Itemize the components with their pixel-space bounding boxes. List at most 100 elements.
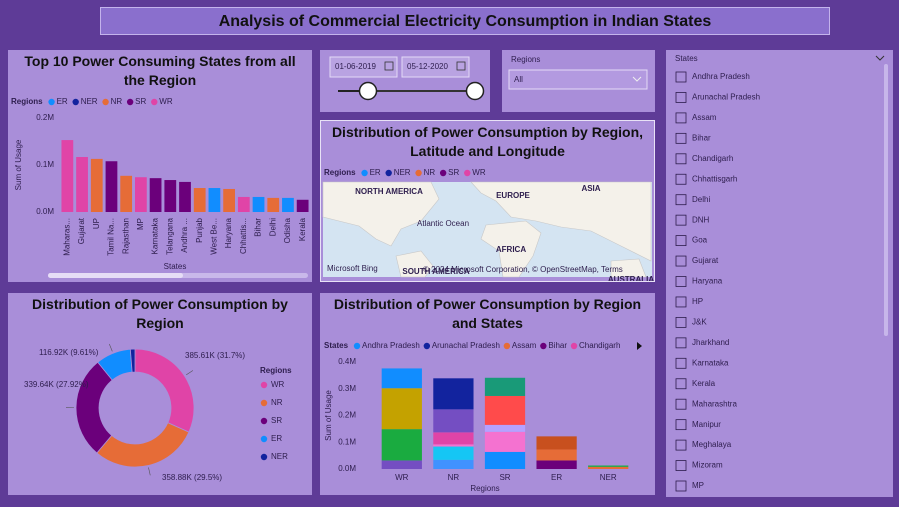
stacked-panel: Distribution of Power Consumption by Reg… (320, 293, 655, 495)
checkbox[interactable] (675, 419, 687, 431)
bar-segment (433, 432, 474, 445)
map-label: AUSTRALIA (608, 275, 654, 282)
slider-handle[interactable] (358, 81, 378, 101)
bar (237, 196, 250, 212)
x-axis-label: Regions (470, 484, 499, 493)
x-tick-label: West Be... (210, 218, 219, 255)
map-label: ASIA (581, 184, 600, 193)
map-land (395, 250, 434, 278)
legend-label: Bihar (548, 341, 567, 350)
checkbox[interactable] (675, 92, 687, 103)
state-option: Assam (692, 113, 717, 122)
legend-dot (439, 169, 447, 177)
bar-segment (484, 431, 526, 452)
bar-segment (484, 451, 526, 469)
x-tick-label: UP (92, 218, 101, 229)
checkbox[interactable] (675, 337, 687, 349)
legend-label: Arunachal Pradesh (432, 341, 500, 350)
checkbox[interactable] (675, 398, 687, 410)
state-option: MP (692, 481, 704, 490)
scrollbar[interactable] (884, 64, 888, 336)
scrollbar-thumb[interactable] (48, 273, 183, 278)
map-label: SOUTH AMERICA (402, 267, 469, 276)
map-label: Atlantic Ocean (417, 219, 469, 228)
bar (120, 175, 133, 212)
checkbox[interactable] (675, 132, 687, 144)
checkbox[interactable] (675, 235, 687, 247)
state-option: Delhi (692, 195, 710, 204)
bar (208, 188, 221, 212)
bar (90, 158, 103, 212)
bar-segment (536, 436, 577, 450)
legend-next[interactable] (637, 342, 642, 350)
state-option: Andhra Pradesh (692, 72, 750, 81)
date-input[interactable] (401, 56, 470, 78)
bar-segment (484, 424, 526, 432)
checkbox[interactable] (675, 460, 687, 471)
legend-dot (361, 169, 368, 177)
legend-title: Regions (324, 168, 356, 177)
x-tick-label: MP (136, 218, 145, 230)
map: Regions ER NER NR SR WR NORTH AMERICA EUROPE ASI… (322, 168, 654, 282)
x-tick-label: Maharas... (62, 218, 71, 256)
legend-label: SR (135, 97, 146, 106)
legend-label: NER (394, 168, 411, 177)
state-option: J&K (692, 318, 707, 327)
checkbox[interactable] (675, 112, 687, 124)
legend-dot (570, 342, 578, 350)
bar-segment (588, 465, 629, 467)
map-label: AFRICA (496, 245, 526, 254)
donut-slice (134, 348, 195, 433)
bar (296, 199, 309, 212)
checkbox[interactable] (675, 378, 687, 390)
state-option: Karnataka (692, 358, 729, 367)
dropdown[interactable] (508, 69, 648, 90)
checkbox[interactable] (675, 439, 687, 451)
x-tick-label: Kerala (298, 217, 307, 241)
checkbox[interactable] (675, 255, 687, 267)
checkbox[interactable] (675, 296, 687, 308)
legend-label: Andhra Pradesh (362, 341, 420, 350)
date-slicer[interactable]: 01-06-2019 05-12-2020 (320, 50, 490, 112)
legend-dot (385, 169, 392, 177)
bar (76, 157, 88, 212)
state-option: Kerala (692, 379, 716, 388)
bar (135, 177, 147, 212)
slicer-label: Regions (511, 55, 540, 64)
checkbox[interactable] (675, 276, 687, 287)
state-option: Manipur (692, 420, 721, 429)
x-axis-label: States (164, 262, 187, 271)
bar (164, 180, 177, 212)
legend-dot (260, 381, 268, 389)
bar-segment (536, 449, 577, 461)
bar-segment (433, 409, 474, 433)
state-option: Mizoram (692, 461, 723, 470)
chart-title: Top 10 Power Consuming States from all t… (24, 53, 296, 88)
checkbox[interactable] (675, 480, 687, 492)
x-tick-label: Bihar (254, 218, 263, 237)
checkbox[interactable] (675, 316, 687, 328)
checkbox[interactable] (675, 357, 687, 369)
state-option: Arunachal Pradesh (692, 93, 760, 102)
date-input[interactable] (329, 56, 398, 78)
legend-label: Assam (512, 341, 537, 350)
legend-dot (48, 98, 55, 106)
checkbox[interactable] (675, 153, 687, 165)
bar (282, 197, 294, 212)
y-tick-label: 0.0M (36, 207, 54, 216)
legend-title: Regions (260, 366, 292, 375)
data-label: 358.88K (29.5%) (162, 473, 222, 482)
state-option: Gujarat (692, 256, 719, 265)
y-axis-label: Sum of Usage (14, 139, 23, 190)
region-slicer[interactable]: Regions All (502, 50, 655, 112)
checkbox[interactable] (675, 173, 687, 185)
x-tick-label: Chhattis... (239, 218, 248, 254)
state-option: Meghalaya (692, 440, 732, 449)
checkbox[interactable] (675, 214, 687, 226)
checkbox[interactable] (675, 71, 687, 83)
slider-handle[interactable] (465, 81, 485, 101)
leader-line (186, 370, 194, 376)
checkbox[interactable] (675, 194, 687, 206)
x-tick-label: Karnataka (151, 217, 160, 254)
date-slicer-graphic: 01-06-2019 05-12-2020 (329, 56, 485, 101)
